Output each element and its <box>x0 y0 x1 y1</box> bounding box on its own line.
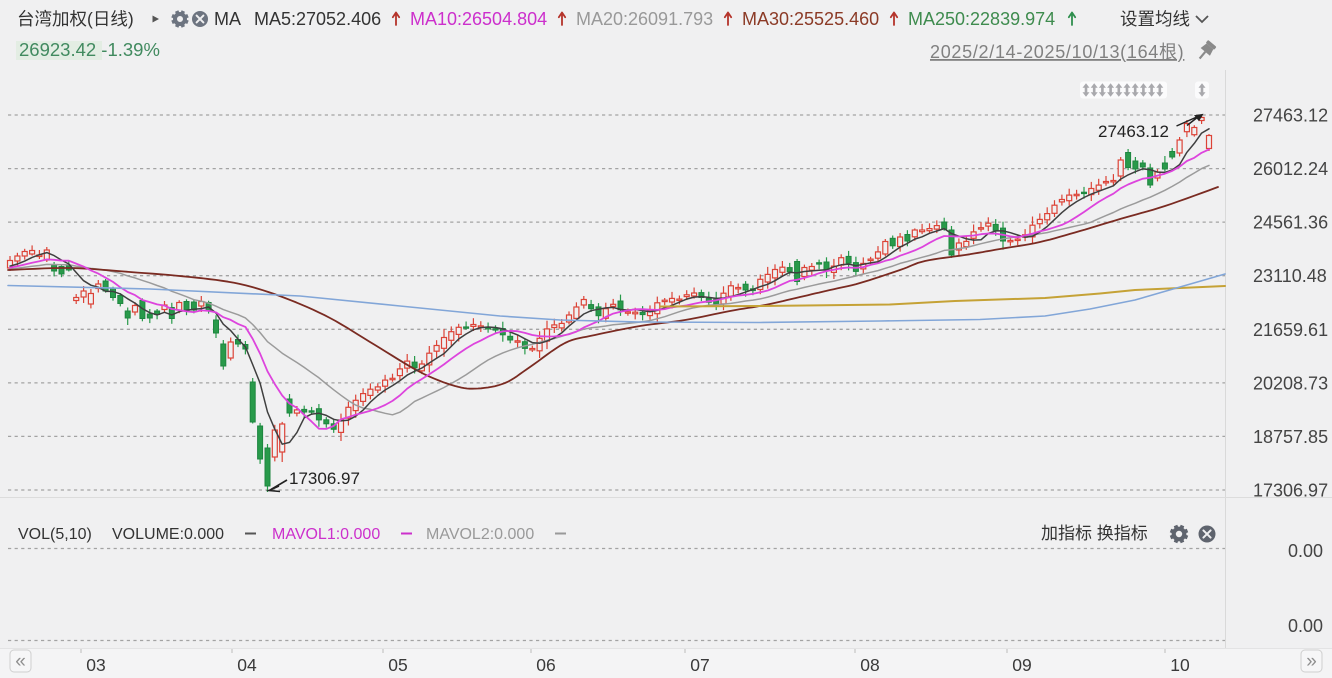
svg-text:MA5:27052.406: MA5:27052.406 <box>254 9 381 29</box>
svg-text:MAVOL2:0.000: MAVOL2:0.000 <box>426 526 534 543</box>
svg-text:MA: MA <box>214 9 241 29</box>
svg-text:26923.42 -1.39%: 26923.42 -1.39% <box>19 39 160 60</box>
svg-text:18757.85: 18757.85 <box>1253 427 1328 447</box>
svg-text:09: 09 <box>1012 655 1031 675</box>
svg-text:VOL(5,10): VOL(5,10) <box>18 526 92 543</box>
svg-text:MAVOL1:0.000: MAVOL1:0.000 <box>272 526 380 543</box>
svg-text:08: 08 <box>860 655 879 675</box>
svg-text:21659.61: 21659.61 <box>1253 320 1328 340</box>
svg-text:MA20:26091.793: MA20:26091.793 <box>576 9 713 29</box>
svg-text:27463.12: 27463.12 <box>1253 106 1328 126</box>
svg-text:23110.48: 23110.48 <box>1253 266 1327 286</box>
svg-text:07: 07 <box>690 655 709 675</box>
svg-text:17306.97: 17306.97 <box>1253 481 1328 501</box>
svg-text:设置均线: 设置均线 <box>1120 9 1190 29</box>
svg-text:06: 06 <box>536 655 555 675</box>
svg-text:26012.24: 26012.24 <box>1253 159 1328 179</box>
svg-text:27463.12: 27463.12 <box>1098 122 1169 141</box>
svg-text:0.00: 0.00 <box>1288 616 1323 636</box>
svg-text:MA10:26504.804: MA10:26504.804 <box>410 9 547 29</box>
svg-text:VOLUME:0.000: VOLUME:0.000 <box>112 526 224 543</box>
svg-text:20208.73: 20208.73 <box>1253 373 1328 393</box>
svg-text:17306.97: 17306.97 <box>289 469 360 488</box>
svg-text:MA30:25525.460: MA30:25525.460 <box>742 9 879 29</box>
svg-text:04: 04 <box>237 655 257 675</box>
svg-text:03: 03 <box>86 655 105 675</box>
svg-text:24561.36: 24561.36 <box>1253 213 1328 233</box>
svg-text:»: » <box>1306 651 1317 672</box>
svg-text:加指标 换指标: 加指标 换指标 <box>1041 524 1148 543</box>
svg-text:0.00: 0.00 <box>1288 541 1323 561</box>
svg-text:2025/2/14-2025/10/13(164根): 2025/2/14-2025/10/13(164根) <box>930 42 1184 62</box>
svg-text:«: « <box>15 651 26 672</box>
svg-text:MA250:22839.974: MA250:22839.974 <box>908 9 1055 29</box>
svg-text:台湾加权(日线): 台湾加权(日线) <box>17 9 134 29</box>
svg-text:05: 05 <box>388 655 407 675</box>
svg-text:10: 10 <box>1170 655 1190 675</box>
